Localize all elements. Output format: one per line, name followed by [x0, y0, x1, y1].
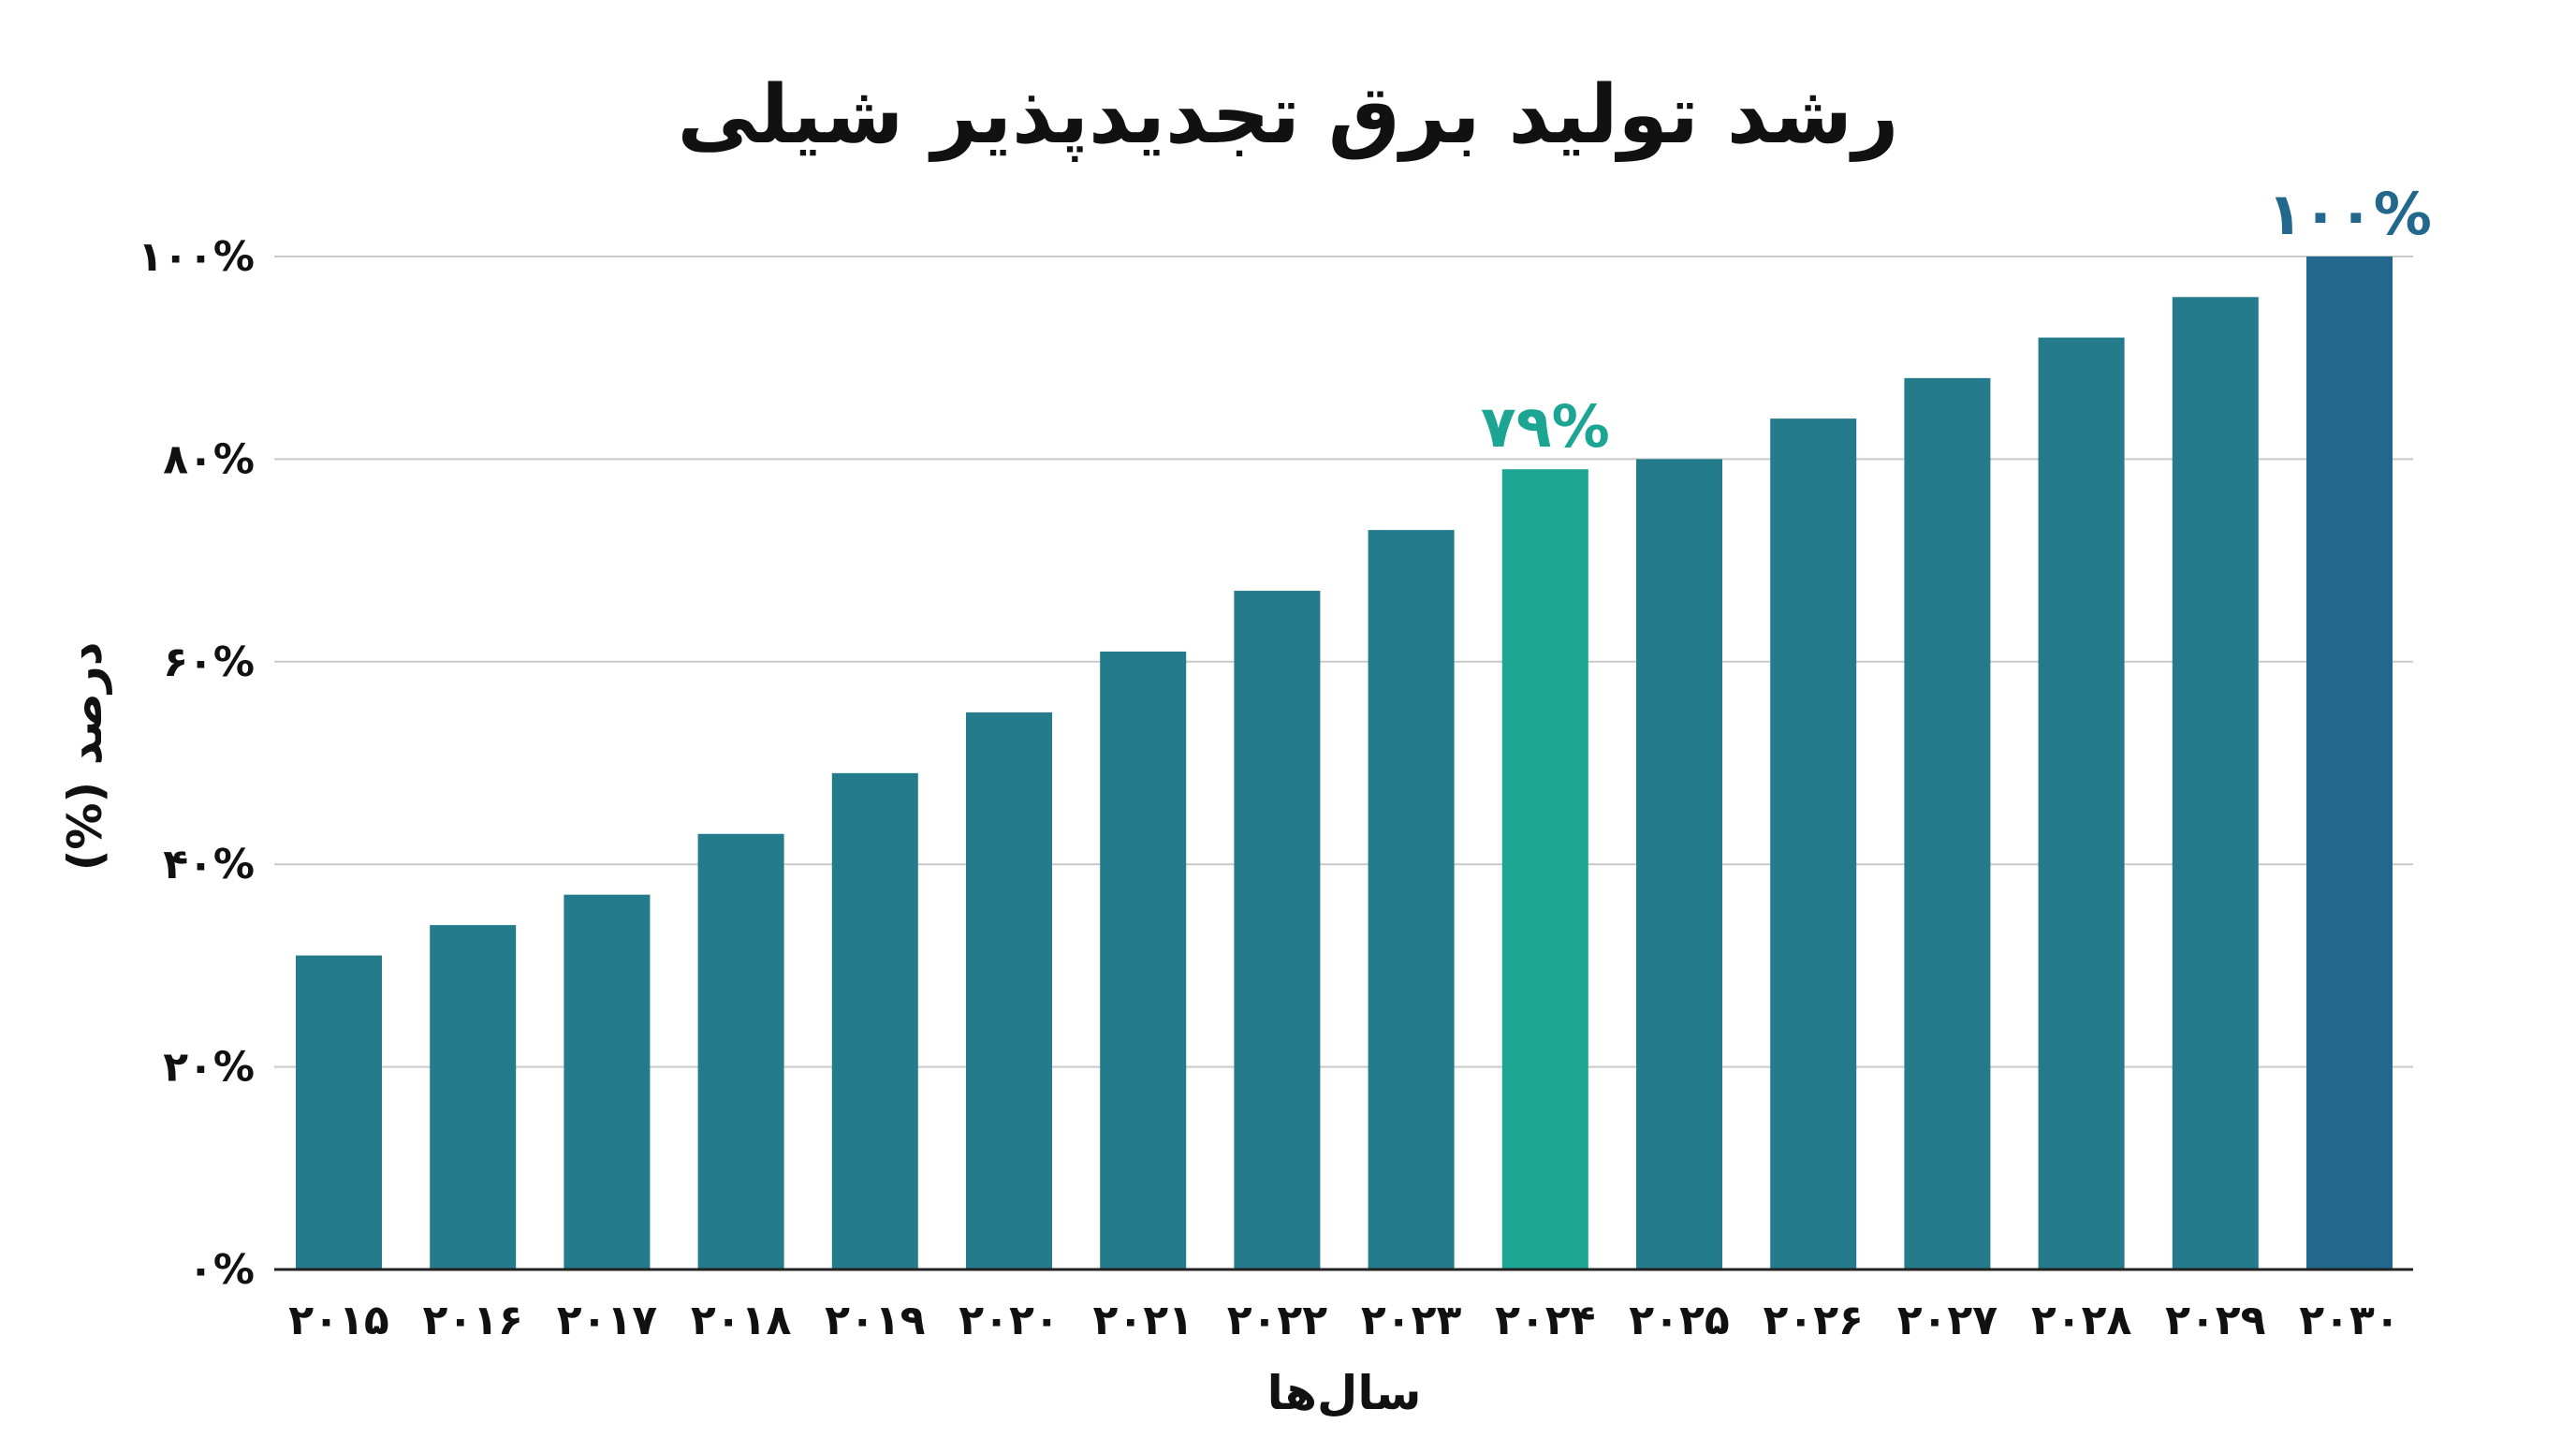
- x-tick-label: ۲۰۱۹: [825, 1297, 925, 1344]
- x-tick-label: ۲۰۲۵: [1629, 1297, 1729, 1344]
- bar: [2172, 297, 2259, 1269]
- chart-title: رشد تولید برق تجدیدپذیر شیلی: [678, 68, 1899, 162]
- bar: [2038, 337, 2125, 1269]
- bar: [1501, 469, 1588, 1270]
- x-axis-title: سال‌ها: [1267, 1366, 1422, 1420]
- y-tick-label: ۱۰۰%: [138, 233, 255, 281]
- bar: [1770, 418, 1857, 1269]
- x-tick-label: ۲۰۲۹: [2165, 1297, 2265, 1344]
- bar: [430, 925, 517, 1269]
- x-tick-label: ۲۰۱۵: [288, 1297, 388, 1344]
- bar: [1636, 459, 1722, 1269]
- x-tick-label: ۲۰۳۰: [2299, 1297, 2399, 1344]
- bar: [966, 712, 1052, 1269]
- x-tick-label: ۲۰۲۸: [2031, 1297, 2132, 1344]
- bar: [564, 894, 651, 1269]
- x-axis-ticks: ۲۰۱۵ ۲۰۱۶ ۲۰۱۷ ۲۰۱۸ ۲۰۱۹ ۲۰۲۰ ۲۰۲۱ ۲۰۲۲ ۲۰۲۳ ۲۰۲۴…: [288, 1297, 2399, 1344]
- x-tick-label: ۲۰۱۶: [422, 1297, 522, 1344]
- y-tick-label: ۲۰%: [163, 1044, 255, 1092]
- bar: [1234, 591, 1321, 1269]
- x-tick-label: ۲۰۲۴: [1495, 1297, 1595, 1344]
- y-tick-label: ۶۰%: [163, 638, 255, 686]
- y-tick-label: ۸۰%: [163, 435, 255, 483]
- x-tick-label: ۲۰۲۶: [1763, 1297, 1863, 1344]
- bar: [2306, 257, 2393, 1269]
- x-tick-label: ۲۰۱۸: [691, 1297, 792, 1344]
- bar: [1904, 377, 1991, 1270]
- x-tick-label: ۲۰۲۳: [1361, 1297, 1462, 1344]
- y-axis-title: درصد (%): [58, 642, 112, 872]
- x-tick-label: ۲۰۲۱: [1092, 1297, 1193, 1344]
- bar: [1368, 530, 1455, 1269]
- bars: [296, 257, 2393, 1270]
- y-axis-ticks: ۰% ۲۰% ۴۰% ۶۰% ۸۰% ۱۰۰%: [138, 233, 255, 1294]
- y-tick-label: ۰%: [188, 1246, 255, 1294]
- data-label: ۱۰۰%: [2267, 180, 2432, 248]
- bar: [1100, 651, 1187, 1269]
- y-tick-label: ۴۰%: [163, 841, 255, 888]
- bar: [296, 955, 382, 1269]
- x-tick-label: ۲۰۲۰: [959, 1297, 1059, 1344]
- data-labels: ۷۹% ۱۰۰%: [1481, 180, 2432, 461]
- data-label: ۷۹%: [1481, 392, 1610, 461]
- bar: [831, 772, 918, 1269]
- bar: [697, 833, 784, 1269]
- x-tick-label: ۲۰۲۲: [1227, 1297, 1328, 1344]
- x-tick-label: ۲۰۲۷: [1897, 1297, 1998, 1344]
- x-tick-label: ۲۰۱۷: [557, 1297, 658, 1344]
